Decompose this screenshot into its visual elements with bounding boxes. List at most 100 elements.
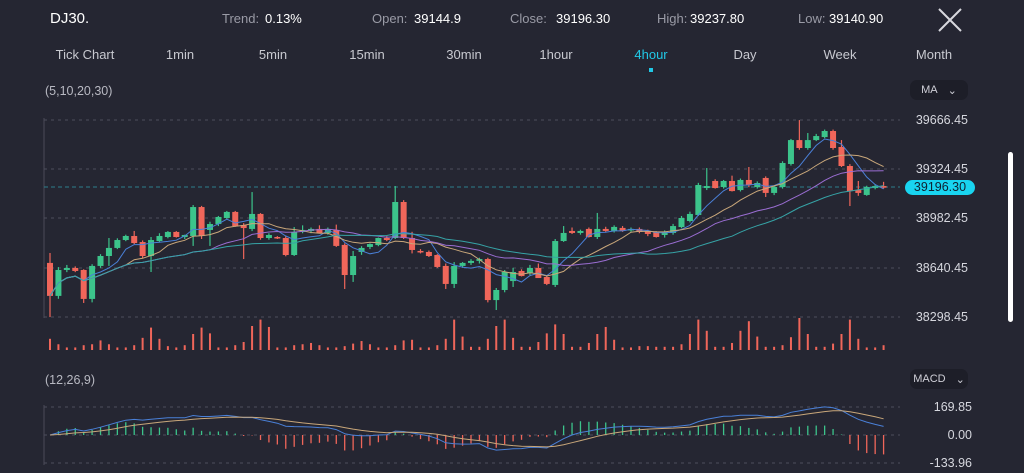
volume-bar	[192, 334, 195, 350]
volume-bar	[352, 343, 355, 350]
close-x-icon[interactable]	[936, 6, 964, 34]
tab-1min[interactable]: 1min	[165, 47, 195, 62]
volume-bar	[242, 342, 245, 350]
volume-bar	[512, 337, 515, 350]
volume-bar	[49, 338, 51, 350]
volume-bar	[208, 333, 211, 350]
tab-month[interactable]: Month	[915, 47, 953, 62]
volume-bar	[141, 337, 144, 350]
volume-bar	[461, 336, 464, 350]
candle-down	[131, 235, 138, 244]
candle-up	[577, 230, 584, 233]
tab-4hour[interactable]: 4hour	[634, 47, 668, 62]
volume-bar	[65, 347, 68, 350]
candle-down	[232, 211, 239, 227]
tab-30min[interactable]: 30min	[446, 47, 482, 62]
candle-down	[636, 228, 643, 232]
candle-up	[156, 235, 163, 242]
candle-up	[249, 213, 256, 229]
volume-bar	[133, 345, 136, 350]
tab-tick-chart[interactable]: Tick Chart	[55, 47, 115, 62]
volume-bar	[587, 342, 590, 350]
candle-down	[518, 270, 525, 277]
volume-bar	[545, 333, 548, 350]
volume-bar	[107, 344, 110, 350]
trend-label: Trend:	[222, 11, 260, 26]
volume-bar	[200, 327, 203, 350]
candle-down	[274, 236, 281, 239]
volume-bar	[377, 347, 380, 350]
candle-up	[720, 180, 727, 188]
candle-up	[703, 186, 710, 189]
volume-bar	[284, 347, 287, 350]
chevron-down-icon: ⌄	[947, 84, 957, 97]
volume-bar	[91, 344, 94, 350]
candle-down	[543, 277, 550, 284]
candle-up	[215, 216, 222, 225]
candle-up	[863, 187, 870, 195]
candle-up	[164, 231, 171, 237]
tab-5min[interactable]: 5min	[258, 47, 288, 62]
candle-down	[316, 228, 323, 233]
volume-bar	[806, 334, 809, 350]
tab-week[interactable]: Week	[823, 47, 857, 62]
volume-bar	[722, 346, 725, 350]
volume-bar	[680, 344, 683, 350]
volume-bar	[259, 319, 262, 350]
ma30-line	[49, 185, 884, 297]
volume-bar	[848, 319, 851, 350]
candle-up	[787, 140, 794, 164]
volume-bar	[874, 347, 877, 350]
tab-1hour[interactable]: 1hour	[539, 47, 573, 62]
tab-day[interactable]: Day	[733, 47, 757, 62]
candle-down	[240, 225, 247, 229]
candle-up	[813, 136, 820, 141]
candle-up	[114, 240, 121, 248]
current-price-badge: 39196.30	[905, 180, 975, 195]
volume-bar	[781, 345, 784, 350]
volume-bar	[82, 345, 85, 350]
candle-up	[754, 182, 761, 188]
volume-bar	[882, 345, 885, 350]
volume-bar	[57, 344, 60, 350]
indicator-dropdown-ma[interactable]: MA ⌄	[910, 80, 968, 100]
volume-bar	[293, 345, 296, 350]
volume-bar	[537, 342, 540, 350]
volume-bar	[688, 334, 691, 350]
volume-bar	[840, 334, 843, 350]
volume-bar	[411, 339, 414, 350]
macd-params: (12,26,9)	[45, 373, 96, 387]
volume-bar	[158, 338, 161, 350]
volume-bar	[116, 347, 119, 350]
tab-15min[interactable]: 15min	[349, 47, 385, 62]
candle-down	[383, 238, 390, 241]
volume-bar	[478, 346, 481, 350]
candle-up	[366, 244, 373, 247]
volume-bar	[520, 346, 523, 350]
volume-bar	[646, 346, 649, 350]
volume-bar	[503, 319, 506, 350]
indicator-dropdown-macd[interactable]: MACD ⌄	[910, 369, 968, 389]
volume-bar	[798, 318, 801, 350]
volume-bar	[604, 326, 607, 350]
volume-bar	[444, 338, 447, 350]
candle-up	[392, 202, 399, 239]
symbol-title: DJ30.	[50, 10, 90, 27]
volume-bar	[865, 347, 868, 350]
volume-bar	[823, 346, 826, 350]
volume-bar	[486, 338, 489, 350]
macd-tick-label: -133.96	[929, 456, 972, 470]
macd-dea-line	[49, 410, 884, 448]
candle-down	[341, 244, 348, 276]
candle-up	[678, 217, 685, 228]
candle-up	[501, 271, 508, 290]
candle-up	[459, 262, 466, 266]
candle-up	[552, 241, 559, 285]
volume-bar	[183, 345, 186, 350]
scrollbar[interactable]	[1008, 152, 1013, 322]
macd-tick-label: 169.85	[933, 400, 972, 414]
candle-down	[762, 177, 769, 193]
volume-bar	[773, 346, 776, 350]
candle-down	[585, 228, 592, 237]
